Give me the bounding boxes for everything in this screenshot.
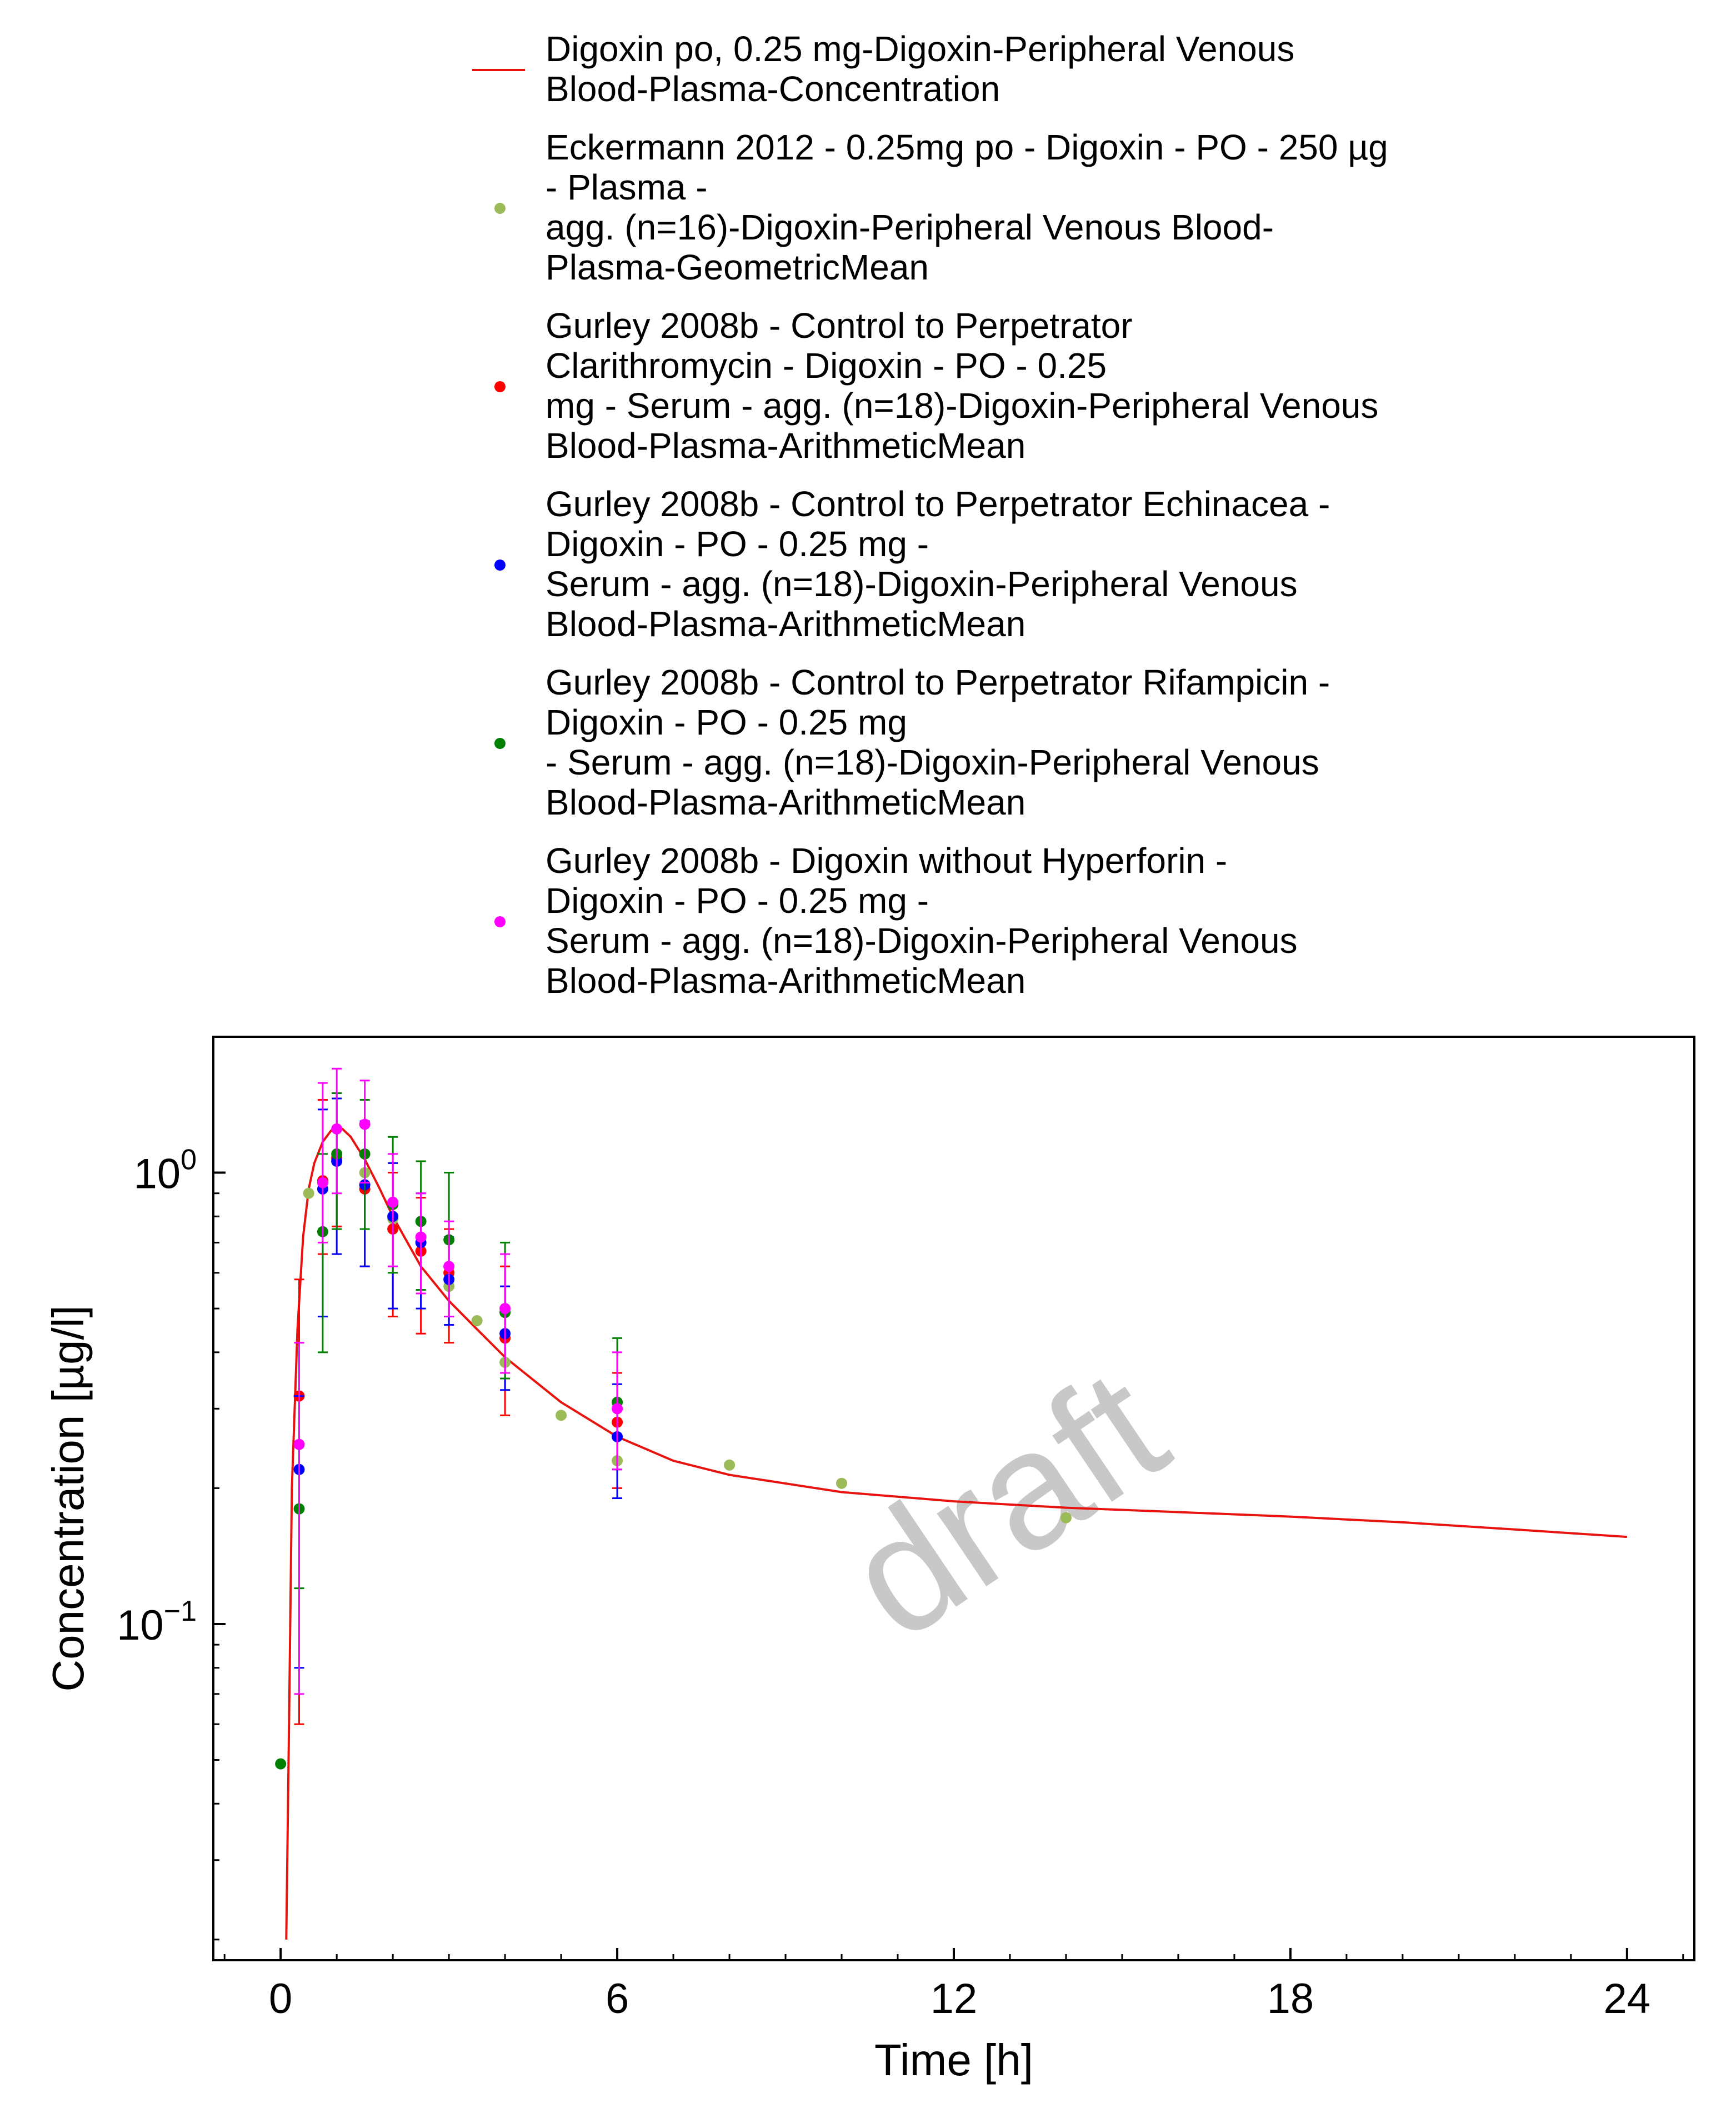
legend: Digoxin po, 0.25 mg-Digoxin-Peripheral V… xyxy=(472,29,1388,1001)
x-tick-label: 24 xyxy=(1604,1975,1651,2022)
legend-label-line: Gurley 2008b - Control to Perpetrator xyxy=(546,306,1133,346)
x-axis: 0 6 12 18 24 xyxy=(223,1948,1684,2022)
legend-swatch-marker xyxy=(494,381,506,392)
legend-label-line: Blood-Plasma-ArithmeticMean xyxy=(546,961,1025,1001)
data-point xyxy=(359,1118,371,1130)
data-point xyxy=(293,1438,305,1450)
legend-label-line: agg. (n=16)-Digoxin-Peripheral Venous Bl… xyxy=(546,207,1274,247)
legend-label-line: Gurley 2008b - Control to Perpetrator Ec… xyxy=(546,484,1330,524)
legend-label-line: Clarithromycin - Digoxin - PO - 0.25 xyxy=(546,346,1107,386)
legend-label-line: Blood-Plasma-ArithmeticMean xyxy=(546,426,1025,466)
legend-label-line: - Serum - agg. (n=18)-Digoxin-Peripheral… xyxy=(546,742,1319,782)
y-tick-label: 10−1 xyxy=(117,1595,197,1649)
data-point xyxy=(612,1403,623,1415)
y-tick-label: 100 xyxy=(134,1144,197,1198)
x-tick-label: 12 xyxy=(930,1975,978,2022)
legend-label-line: Gurley 2008b - Control to Perpetrator Ri… xyxy=(546,662,1330,702)
data-point xyxy=(317,1177,328,1188)
legend-label-line: Blood-Plasma-ArithmeticMean xyxy=(546,782,1025,822)
legend-label-line: Serum - agg. (n=18)-Digoxin-Peripheral V… xyxy=(546,564,1298,604)
data-point xyxy=(331,1123,343,1135)
legend-item-1: Digoxin po, 0.25 mg-Digoxin-Peripheral V… xyxy=(472,29,1294,109)
legend-swatch-marker xyxy=(494,203,506,214)
x-tick-label: 6 xyxy=(606,1975,629,2022)
legend-label-line: Digoxin po, 0.25 mg-Digoxin-Peripheral V… xyxy=(546,29,1294,69)
data-point xyxy=(303,1187,314,1199)
legend-swatch-marker xyxy=(494,916,506,927)
data-point xyxy=(443,1261,455,1272)
legend-swatch-marker xyxy=(494,738,506,749)
legend-label-line: Blood-Plasma-ArithmeticMean xyxy=(546,604,1025,644)
series-4 xyxy=(293,1097,623,1669)
data-point xyxy=(724,1459,736,1471)
y-axis-title: Concentration [µg/l] xyxy=(43,1305,93,1691)
legend-label-line: Gurley 2008b - Digoxin without Hyperfori… xyxy=(546,841,1227,881)
legend-label-line: mg - Serum - agg. (n=18)-Digoxin-Periphe… xyxy=(546,386,1378,426)
legend-item-3: Gurley 2008b - Control to PerpetratorCla… xyxy=(494,306,1378,466)
x-axis-title: Time [h] xyxy=(874,2035,1033,2085)
data-point xyxy=(556,1410,567,1421)
legend-item-5: Gurley 2008b - Control to Perpetrator Ri… xyxy=(494,662,1330,822)
legend-swatch-marker xyxy=(494,560,506,571)
data-point xyxy=(499,1303,511,1315)
data-point xyxy=(1060,1512,1072,1523)
legend-item-2: Eckermann 2012 - 0.25mg po - Digoxin - P… xyxy=(494,127,1388,287)
legend-item-6: Gurley 2008b - Digoxin without Hyperfori… xyxy=(494,841,1298,1001)
legend-label-line: Digoxin - PO - 0.25 mg xyxy=(546,702,907,742)
series-5 xyxy=(275,1092,623,1770)
data-point xyxy=(275,1758,287,1770)
legend-label-line: Eckermann 2012 - 0.25mg po - Digoxin - P… xyxy=(546,127,1388,167)
x-tick-label: 0 xyxy=(269,1975,292,2022)
legend-label-line: Serum - agg. (n=18)-Digoxin-Peripheral V… xyxy=(546,921,1298,961)
data-point xyxy=(836,1477,848,1489)
legend-label-line: Blood-Plasma-Concentration xyxy=(546,69,1000,109)
y-axis: 100 10−1 xyxy=(117,1036,226,1941)
legend-label-line: Plasma-GeometricMean xyxy=(546,247,929,287)
legend-item-4: Gurley 2008b - Control to Perpetrator Ec… xyxy=(494,484,1330,644)
data-point xyxy=(415,1231,427,1243)
legend-label-line: Digoxin - PO - 0.25 mg - xyxy=(546,881,929,921)
legend-label-line: - Plasma - xyxy=(546,167,708,207)
x-tick-label: 18 xyxy=(1267,1975,1314,2022)
data-point xyxy=(387,1196,399,1208)
data-point xyxy=(471,1315,483,1326)
series-layer xyxy=(275,1067,1627,1940)
legend-label-line: Digoxin - PO - 0.25 mg - xyxy=(546,524,929,564)
series-6 xyxy=(293,1067,623,1695)
